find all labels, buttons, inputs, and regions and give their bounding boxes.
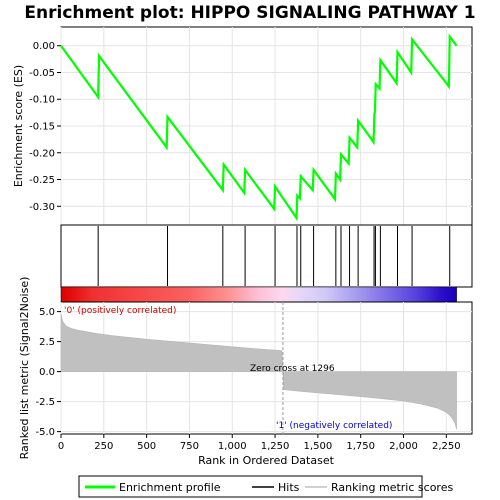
rank-tick-label: -2.5 xyxy=(35,397,55,408)
legend-label: Enrichment profile xyxy=(119,481,221,494)
enrichment-score-panel: 0.00 -0.05 -0.10 -0.15 -0.20 -0.25 -0.30 Enric… xyxy=(12,26,473,226)
chart-legend: Enrichment profile Hits Ranking metric sco… xyxy=(78,475,453,498)
rank-x-tick-label: 1,250 xyxy=(261,441,290,452)
rank-tick-label: -5.0 xyxy=(35,427,55,438)
es-gridlines xyxy=(60,27,472,225)
legend-items: Enrichment profile Hits Ranking metric sco… xyxy=(85,481,453,494)
es-tick-label: -0.05 xyxy=(29,68,55,79)
rank-x-tick-label: 1,500 xyxy=(304,441,333,452)
hits-panel xyxy=(60,224,473,288)
rank-y-axis-label: Ranked list metric (Signal2Noise) xyxy=(18,277,31,460)
legend-box xyxy=(78,475,423,498)
rank-tick-label: 5.0 xyxy=(39,307,55,318)
rank-x-axis-label: Rank in Ordered Dataset xyxy=(198,454,335,467)
rank-x-tick-label: 2,000 xyxy=(389,441,418,452)
es-tick-label: -0.10 xyxy=(29,95,55,106)
enrichment-profile-line xyxy=(60,33,458,222)
ranking-metric-area xyxy=(60,313,457,430)
positive-correlation-label: '0' (positively correlated) xyxy=(64,306,176,316)
es-tick-label: -0.20 xyxy=(29,148,55,159)
rank-x-tick-label: 250 xyxy=(94,441,113,452)
hit-markers xyxy=(97,226,451,286)
rank-x-tick-label: 2,250 xyxy=(432,441,461,452)
es-tick-label: -0.30 xyxy=(29,202,55,213)
hits-frame xyxy=(60,224,473,288)
es-tick-label: -0.25 xyxy=(29,175,55,186)
rank-tick-label: 0.0 xyxy=(39,367,55,378)
es-y-axis-label: Enrichment score (ES) xyxy=(12,65,25,187)
rank-x-tick-label: 500 xyxy=(137,441,156,452)
ranked-metric-panel: 5.0 2.5 0.0 -2.5 -5.0 0 250 500 750 1,000 1,250 1,… xyxy=(18,277,473,467)
es-tick-label: -0.15 xyxy=(29,122,55,133)
rank-x-tick-label: 1,750 xyxy=(346,441,375,452)
zero-cross-label: Zero cross at 1296 xyxy=(250,364,335,374)
negative-correlation-label: '1' (negatively correlated) xyxy=(276,421,392,431)
rank-x-tick-label: 750 xyxy=(180,441,199,452)
rank-x-tick-label: 1,000 xyxy=(218,441,247,452)
rank-y-axis-ticks: 5.0 2.5 0.0 -2.5 -5.0 xyxy=(35,307,61,438)
rank-tick-label: 2.5 xyxy=(39,337,55,348)
es-y-axis-ticks: 0.00 -0.05 -0.10 -0.15 -0.20 -0.25 -0.30 xyxy=(29,41,61,213)
rank-color-bar xyxy=(60,286,457,303)
chart-title: Enrichment plot: HIPPO SIGNALING PATHWAY… xyxy=(24,3,475,23)
rank-x-axis-ticks: 0 250 500 750 1,000 1,250 1,500 1,750 2,000 2,250 xyxy=(58,434,461,452)
legend-label: Ranking metric scores xyxy=(331,481,453,494)
colorbar-gradient xyxy=(60,286,457,303)
rank-x-tick-label: 0 xyxy=(58,441,64,452)
legend-label: Hits xyxy=(278,481,300,494)
es-tick-label: 0.00 xyxy=(33,41,55,52)
